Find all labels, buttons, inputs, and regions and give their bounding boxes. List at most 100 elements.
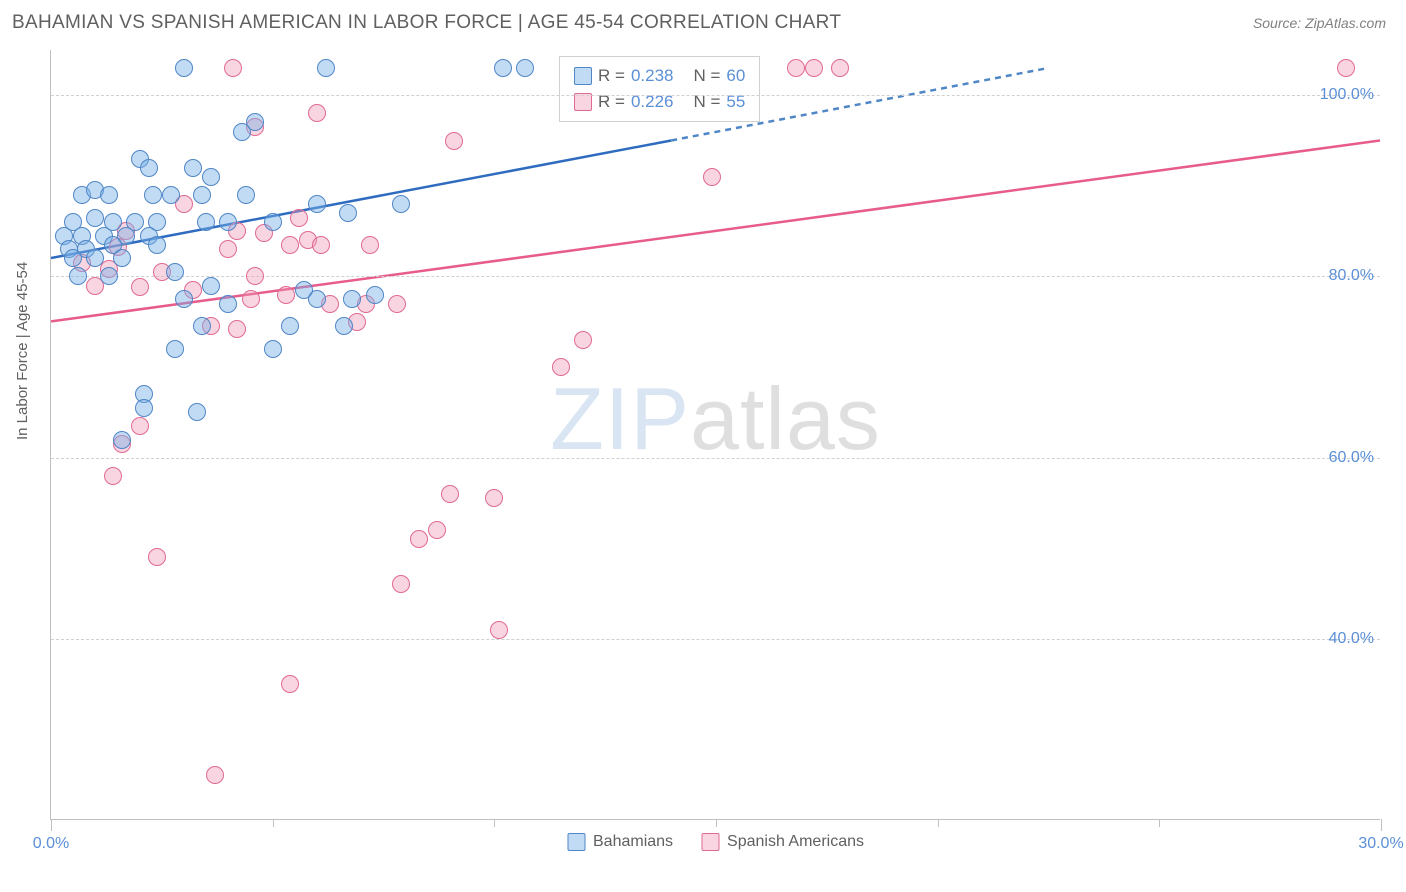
scatter-point [308,290,326,308]
scatter-point [100,186,118,204]
scatter-point [184,159,202,177]
scatter-point [290,209,308,227]
x-tick [1381,819,1382,831]
legend-label: Bahamians [593,833,673,851]
scatter-point [193,186,211,204]
scatter-point [219,295,237,313]
chart-title: BAHAMIAN VS SPANISH AMERICAN IN LABOR FO… [12,12,841,34]
scatter-point [445,132,463,150]
scatter-point [428,521,446,539]
scatter-point [335,317,353,335]
scatter-point [264,213,282,231]
scatter-point [281,236,299,254]
watermark: ZIPatlas [550,368,881,470]
scatter-point [277,286,295,304]
x-tick [494,819,495,827]
scatter-point [166,263,184,281]
scatter-point [100,267,118,285]
gridline [51,458,1380,459]
scatter-point [242,290,260,308]
x-tick [938,819,939,827]
scatter-point [148,236,166,254]
stat-n-label: N = [693,63,720,89]
x-tick [273,819,274,827]
scatter-point [388,295,406,313]
scatter-point [308,104,326,122]
scatter-point [366,286,384,304]
legend-swatch-icon [701,833,719,851]
scatter-point [343,290,361,308]
legend-item-bahamians: Bahamians [567,833,673,851]
y-axis-title: In Labor Force | Age 45-54 [14,262,31,440]
scatter-point [86,209,104,227]
scatter-point [206,766,224,784]
scatter-point [552,358,570,376]
scatter-point [281,675,299,693]
scatter-point [135,399,153,417]
scatter-point [317,59,335,77]
scatter-point [188,403,206,421]
scatter-point [219,240,237,258]
y-tick-label: 100.0% [1320,86,1374,104]
scatter-point [361,236,379,254]
scatter-point [410,530,428,548]
scatter-point [237,186,255,204]
scatter-point [392,575,410,593]
stat-n-value: 55 [726,89,745,115]
scatter-point [312,236,330,254]
scatter-point [1337,59,1355,77]
x-tick [51,819,52,831]
scatter-point [104,467,122,485]
scatter-point [113,431,131,449]
scatter-point [703,168,721,186]
scatter-point [113,249,131,267]
legend-stat-row: R =0.238 N =60 [574,63,745,89]
scatter-point [162,186,180,204]
scatter-point [574,331,592,349]
scatter-point [193,317,211,335]
correlation-legend: R =0.238 N =60R =0.226 N =55 [559,56,760,122]
scatter-point [64,249,82,267]
scatter-point [148,548,166,566]
scatter-point [308,195,326,213]
scatter-point [281,317,299,335]
scatter-point [485,489,503,507]
scatter-point [224,59,242,77]
stat-n-value: 60 [726,63,745,89]
scatter-point [787,59,805,77]
y-tick-label: 60.0% [1329,449,1374,467]
gridline [51,639,1380,640]
x-tick-label: 0.0% [33,835,69,853]
scatter-point [202,277,220,295]
y-tick-label: 40.0% [1329,630,1374,648]
scatter-point [392,195,410,213]
stat-r-value: 0.226 [631,89,674,115]
scatter-point [131,417,149,435]
legend-item-spanish-americans: Spanish Americans [701,833,864,851]
y-tick-label: 80.0% [1329,267,1374,285]
scatter-point [202,168,220,186]
scatter-point [339,204,357,222]
chart-plot-area: ZIPatlas R =0.238N =60R =0.226N =55 Baha… [50,50,1380,820]
scatter-point [490,621,508,639]
gridline [51,95,1380,96]
scatter-point [805,59,823,77]
scatter-point [175,290,193,308]
scatter-point [166,340,184,358]
stat-n-label: N = [693,89,720,115]
scatter-point [494,59,512,77]
scatter-point [441,485,459,503]
scatter-point [144,186,162,204]
scatter-point [264,340,282,358]
scatter-point [175,59,193,77]
x-tick [716,819,717,827]
legend-label: Spanish Americans [727,833,864,851]
scatter-point [246,267,264,285]
stat-r-value: 0.238 [631,63,674,89]
series-legend: Bahamians Spanish Americans [567,833,864,851]
scatter-point [219,213,237,231]
legend-swatch-icon [574,67,592,85]
scatter-point [831,59,849,77]
stat-r-label: R = [598,63,625,89]
scatter-point [228,320,246,338]
